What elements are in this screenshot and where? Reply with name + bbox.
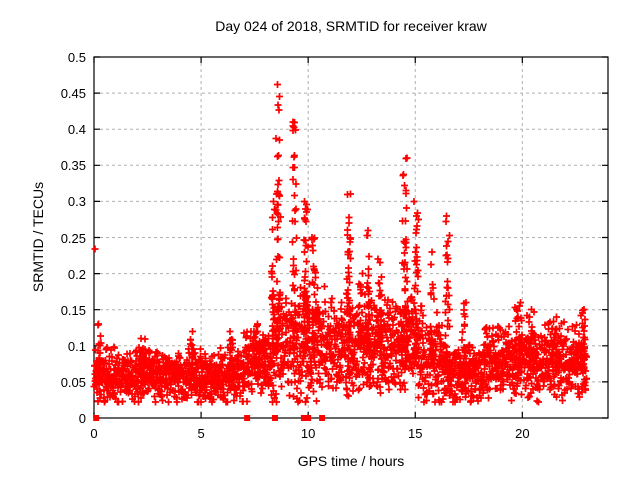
y-tick-label: 0.5 <box>67 50 86 65</box>
y-tick-label: 0 <box>78 411 86 426</box>
y-tick-label: 0.3 <box>67 194 86 210</box>
y-tick-label: 0.35 <box>60 158 86 174</box>
y-tick-label: 0.1 <box>67 338 86 354</box>
zero-value-marker <box>271 415 278 421</box>
y-tick-label: 0.4 <box>67 122 86 138</box>
x-tick-label: 5 <box>197 426 205 441</box>
x-tick-label: 0 <box>90 426 98 441</box>
plot-border <box>93 56 609 419</box>
y-tick-label: 0.05 <box>60 374 86 390</box>
y-tick-label: 0.2 <box>67 266 86 282</box>
x-axis-label: GPS time / hours <box>297 453 405 469</box>
x-tick-label: 20 <box>515 426 530 441</box>
zero-value-marker <box>300 415 307 421</box>
chart-title: Day 024 of 2018, SRMTID for receiver kra… <box>215 18 487 34</box>
zero-value-marker <box>93 415 100 421</box>
zero-value-marker <box>305 415 312 421</box>
y-tick-label: 0.15 <box>60 302 86 318</box>
x-tick-label: 10 <box>300 426 316 441</box>
grid-lines <box>94 57 608 418</box>
zero-value-marker <box>319 415 326 421</box>
data-points-srmtid <box>90 81 590 406</box>
zero-value-marker <box>244 415 251 421</box>
y-tick-label: 0.25 <box>60 230 86 246</box>
y-tick-label: 0.45 <box>60 86 86 102</box>
x-tick-label: 15 <box>408 426 423 441</box>
